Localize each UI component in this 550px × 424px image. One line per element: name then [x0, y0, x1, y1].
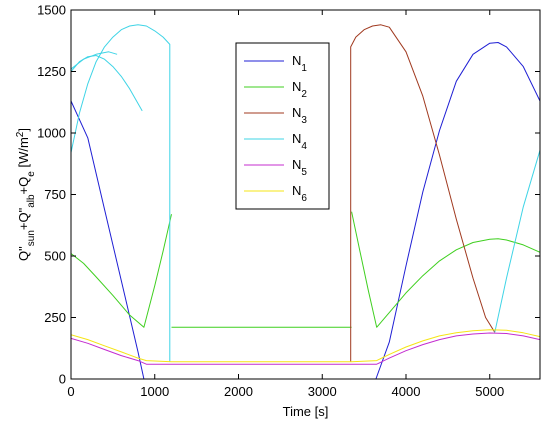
- legend: N1 N2 N3 N4 N5 N6: [235, 42, 330, 210]
- y-tick-label: 1250: [37, 64, 66, 79]
- legend-label-n1: N1: [292, 53, 307, 74]
- y-tick-label: 0: [59, 372, 66, 387]
- legend-label-n5: N5: [292, 157, 307, 178]
- legend-label-n3: N3: [292, 105, 307, 126]
- series-line-n1: [71, 100, 145, 379]
- x-tick-label: 4000: [392, 384, 421, 399]
- series-line-n2: [71, 214, 172, 328]
- series-line-n6: [71, 329, 540, 363]
- series-line-n4: [494, 150, 540, 333]
- series-line-n1: [375, 42, 540, 379]
- y-axis-title: Q"sun+Q"alb+Qe [W/m2]: [15, 128, 37, 261]
- x-tick-label: 0: [67, 384, 74, 399]
- y-tick-label: 1500: [37, 3, 66, 18]
- series-layer: [71, 24, 540, 379]
- series-line-n2: [351, 211, 540, 328]
- x-axis-title: Time [s]: [283, 404, 329, 419]
- legend-label-n6: N6: [292, 183, 307, 204]
- y-tick-label: 250: [44, 310, 66, 325]
- legend-box: [235, 42, 330, 210]
- y-tick-label: 1000: [37, 126, 66, 141]
- series-line-n4: [71, 51, 118, 70]
- y-tick-label: 750: [44, 187, 66, 202]
- x-tick-label: 3000: [308, 384, 337, 399]
- series-line-n5: [71, 332, 540, 365]
- x-tick-label: 5000: [475, 384, 504, 399]
- legend-label-n4: N4: [292, 131, 307, 152]
- ticks-layer: 0 1000 2000 3000 4000 5000 0 250 500 750 1000 1250 1…: [37, 3, 540, 399]
- legend-label-n2: N2: [292, 79, 307, 100]
- x-tick-label: 2000: [224, 384, 253, 399]
- y-tick-label: 500: [44, 249, 66, 264]
- series-line-n3: [350, 24, 496, 362]
- x-tick-label: 1000: [140, 384, 169, 399]
- series-line-n4: [71, 24, 171, 362]
